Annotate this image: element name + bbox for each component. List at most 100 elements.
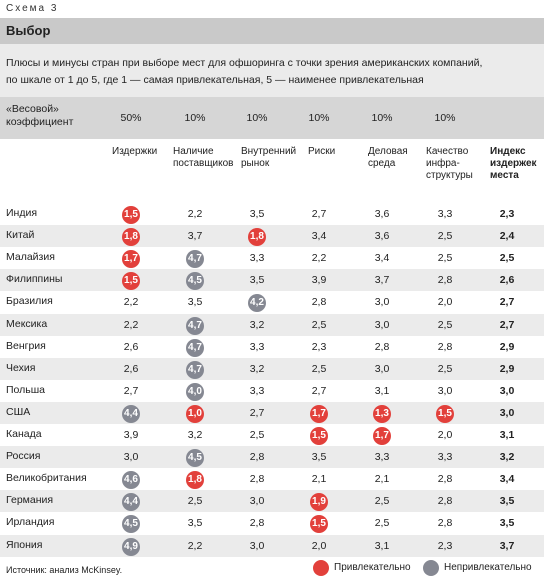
score-cell: 3,1 (362, 535, 402, 557)
score-value: 3,5 (187, 517, 203, 530)
country-name: Чехия (6, 361, 36, 374)
score-cell: 2,8 (237, 512, 277, 534)
score-cell: 3,7 (362, 269, 402, 291)
score-cell: 3,5 (175, 512, 215, 534)
table-row: Япония 4,9 2,2 3,0 2,0 3,1 2,3 3,7 (0, 534, 544, 557)
description-line-2: по шкале от 1 до 5, где 1 — самая привле… (6, 74, 424, 86)
column-header-index: Индекс издержек места (490, 146, 537, 182)
score-value: 3,0 (437, 384, 453, 397)
column-header-line: среда (368, 158, 396, 169)
country-name: Бразилия (6, 295, 53, 308)
score-cell: 4,4 (111, 402, 151, 424)
weight-value: 50% (120, 112, 142, 124)
score-value: 2,5 (311, 318, 327, 331)
unattractive-marker: 4,7 (186, 360, 204, 379)
table-row: Польша 2,7 4,0 3,3 2,7 3,1 3,0 3,0 (0, 380, 544, 402)
score-value: 3,2 (249, 362, 265, 375)
score-value: 3,7 (187, 230, 203, 243)
score-cell: 2,1 (362, 468, 402, 490)
score-value: 2,5 (374, 517, 390, 530)
country-name: Польша (6, 383, 46, 396)
score-value: 2,5 (437, 230, 453, 243)
column-header-costs: Издержки (112, 146, 157, 158)
score-cell: 1,5 (111, 269, 151, 291)
attractive-marker: 1,7 (373, 427, 391, 445)
score-value: 2,1 (374, 473, 390, 486)
description-line-1: Плюсы и минусы стран при выборе мест для… (6, 57, 483, 69)
attractive-legend-dot (313, 560, 329, 576)
score-value: 2,0 (437, 296, 453, 309)
score-cell: 2,6 (111, 358, 151, 380)
index-value: 3,2 (499, 451, 515, 464)
table-row: Индия 1,5 2,2 3,5 2,7 3,6 3,3 2,3 (0, 203, 544, 225)
weights-row: «Весовой» коэффициент 50% 10% 10% 10% 10… (0, 97, 544, 139)
weight-value: 10% (184, 112, 206, 124)
index-value: 2,9 (499, 340, 515, 353)
score-cell: 2,3 (299, 336, 339, 358)
score-value: 3,5 (249, 274, 265, 287)
attractive-marker: 1,8 (248, 228, 266, 247)
score-cell: 3,9 (111, 424, 151, 446)
score-cell: 3,7 (175, 225, 215, 247)
unattractive-marker: 4,7 (186, 316, 204, 335)
attractive-marker: 1,5 (436, 404, 454, 423)
score-value: 2,7 (311, 384, 327, 397)
weight-label-line-1: «Весовой» (6, 103, 59, 115)
score-value: 2,6 (123, 340, 139, 353)
column-header-line: Издержки (112, 146, 158, 157)
score-cell: 3,2 (237, 314, 277, 336)
column-header-line: Внутренний (241, 146, 297, 157)
country-name: Индия (6, 207, 38, 219)
score-cell: 2,5 (425, 314, 465, 336)
weight-value: 10% (246, 112, 268, 124)
table-row: Китай 1,8 3,7 1,8 3,4 3,6 2,5 2,4 (0, 225, 544, 248)
score-cell: 3,9 (299, 269, 339, 291)
score-cell: 2,2 (175, 203, 215, 225)
table-row: Россия 3,0 4,5 2,8 3,5 3,3 3,3 3,2 (0, 446, 544, 469)
column-header-line: Индекс (490, 146, 526, 157)
score-value: 2,5 (437, 252, 453, 265)
score-value: 2,8 (437, 517, 453, 530)
country-name: Филиппины (6, 273, 63, 286)
index-value: 2,4 (499, 230, 515, 243)
unattractive-marker: 4,5 (186, 272, 204, 291)
index-value: 3,5 (499, 495, 515, 508)
index-value: 2,7 (499, 318, 515, 331)
column-header-line: рынок (241, 158, 270, 169)
column-header-line: Деловая (368, 146, 408, 157)
score-value: 2,8 (249, 517, 265, 530)
column-header-risks: Риски (308, 146, 335, 158)
score-value: 3,7 (374, 274, 390, 287)
country-name: Россия (6, 450, 41, 463)
attractive-marker: 1,3 (373, 404, 391, 423)
index-value: 3,5 (499, 517, 515, 530)
score-cell: 1,3 (362, 402, 402, 424)
score-cell: 3,0 (362, 314, 402, 336)
score-cell: 4,6 (111, 468, 151, 490)
score-value: 3,1 (374, 539, 390, 552)
score-value: 3,2 (187, 429, 203, 441)
table-row: Бразилия 2,2 3,5 4,2 2,8 3,0 2,0 2,7 (0, 291, 544, 313)
table-row: Германия 4,4 2,5 3,0 1,9 2,5 2,8 3,5 (0, 490, 544, 513)
title-bar: Выбор (0, 18, 544, 44)
score-value: 2,5 (437, 318, 453, 331)
score-cell: 1,7 (111, 247, 151, 269)
weight-value: 10% (371, 112, 393, 124)
score-value: 3,3 (437, 451, 453, 464)
score-cell: 2,1 (299, 468, 339, 490)
unattractive-legend-dot (423, 560, 439, 576)
score-cell: 4,0 (175, 380, 215, 402)
score-cell: 2,5 (175, 490, 215, 512)
index-value: 3,0 (499, 384, 515, 397)
score-value: 2,7 (311, 208, 327, 220)
column-header-line: поставщиков (173, 158, 234, 169)
index-value: 3,4 (499, 473, 515, 486)
score-value: 2,2 (123, 296, 139, 309)
weight-label-line-2: коэффициент (6, 116, 74, 128)
unattractive-marker: 4,0 (186, 382, 204, 401)
country-name: Венгрия (6, 339, 46, 352)
score-value: 3,6 (374, 208, 390, 220)
score-cell: 4,5 (175, 446, 215, 468)
score-value: 2,8 (249, 473, 265, 486)
score-value: 2,2 (187, 539, 203, 552)
